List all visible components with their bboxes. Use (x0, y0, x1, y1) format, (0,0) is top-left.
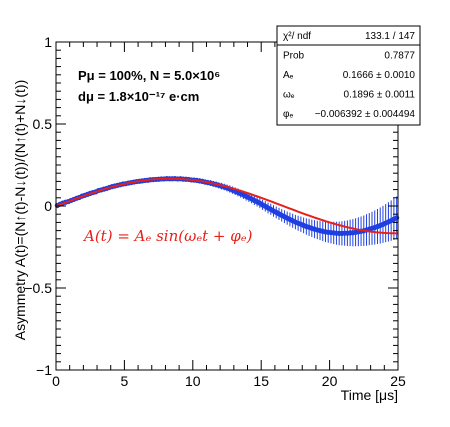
stats-row-value: 0.1896 ± 0.0011 (344, 90, 416, 101)
x-tick-label: 25 (390, 373, 406, 389)
stats-row-value: 0.1666 ± 0.0010 (343, 70, 416, 81)
axes: 0 5 10 15 20 25 −1 −0.5 0 0.5 1 (24, 34, 406, 389)
y-tick-label: 0.5 (33, 116, 53, 132)
stats-box: χ²/ ndf 133.1 / 147 Prob 0.7877 Aₑ 0.1666 ± 0… (276, 25, 421, 126)
x-tick-label: 0 (52, 373, 60, 389)
y-tick-label: −1 (36, 362, 52, 378)
stats-row-label: Aₑ (283, 70, 294, 81)
stats-row-value: 133.1 / 147 (365, 31, 415, 42)
fit-layer (55, 177, 398, 235)
x-tick-label: 10 (185, 373, 201, 389)
x-tick-label: 15 (253, 373, 269, 389)
x-tick-label: 5 (121, 373, 129, 389)
x-tick-label: 20 (322, 373, 338, 389)
stats-row-label: ωₑ (283, 90, 295, 101)
stats-row-label: Prob (283, 51, 305, 62)
y-axis-title: Asymmetry A(t)=(N↑(t)-N↓(t))/(N↑(t)+N↓(t… (12, 80, 28, 341)
params-line-2: dμ = 1.8×10⁻¹⁷ e·cm (78, 89, 199, 104)
y-tick-label: −0.5 (24, 280, 52, 296)
stats-row-label: φₑ (283, 109, 293, 120)
stats-row-value: −0.006392 ± 0.004494 (315, 109, 416, 120)
x-axis-title: Time [μs] (341, 387, 398, 403)
fit-curve (55, 177, 398, 235)
fit-equation: A(t) = Aₑ sin(ωₑt + φₑ) (82, 227, 253, 245)
y-tick-label: 1 (44, 34, 52, 50)
params-annotation: Pμ = 100%, N = 5.0×10⁶ dμ = 1.8×10⁻¹⁷ e·… (78, 68, 220, 104)
y-tick-label: 0 (44, 198, 52, 214)
params-line-1: Pμ = 100%, N = 5.0×10⁶ (78, 68, 220, 83)
stats-box-frame (276, 25, 421, 126)
stats-row-label: χ²/ ndf (283, 31, 311, 42)
stats-row-value: 0.7877 (384, 51, 415, 62)
